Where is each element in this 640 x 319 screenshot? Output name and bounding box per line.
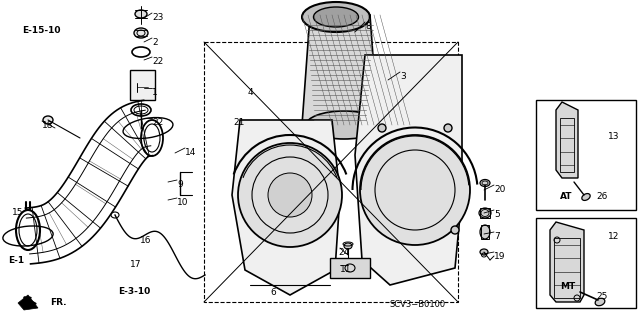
- Ellipse shape: [344, 243, 352, 249]
- Text: E-15-10: E-15-10: [22, 26, 61, 35]
- Text: 9: 9: [177, 180, 183, 189]
- Text: 20: 20: [494, 185, 506, 194]
- Text: 15: 15: [12, 208, 24, 217]
- Circle shape: [268, 173, 312, 217]
- Text: 10: 10: [177, 198, 189, 207]
- Bar: [536, 100, 636, 210]
- Text: 16: 16: [140, 236, 152, 245]
- Ellipse shape: [135, 10, 147, 18]
- Polygon shape: [556, 102, 578, 178]
- Text: 13: 13: [608, 132, 620, 141]
- Ellipse shape: [480, 249, 488, 255]
- Polygon shape: [18, 295, 38, 310]
- Ellipse shape: [595, 298, 605, 306]
- Bar: [560, 118, 574, 172]
- Text: FR.: FR.: [50, 298, 67, 307]
- Bar: [536, 218, 636, 308]
- Circle shape: [238, 143, 342, 247]
- Ellipse shape: [582, 194, 590, 200]
- Ellipse shape: [480, 225, 490, 239]
- Text: 2: 2: [152, 38, 157, 47]
- Text: 14: 14: [185, 148, 196, 157]
- Text: SCV3−B0100: SCV3−B0100: [390, 300, 446, 309]
- Text: E-1: E-1: [8, 256, 24, 265]
- Ellipse shape: [314, 7, 358, 27]
- Bar: [481, 225, 489, 239]
- Ellipse shape: [134, 28, 148, 38]
- Text: 22: 22: [152, 57, 163, 66]
- Polygon shape: [550, 222, 584, 302]
- Ellipse shape: [43, 116, 53, 124]
- Text: 23: 23: [152, 13, 163, 22]
- Bar: [130, 70, 155, 100]
- Text: 19: 19: [494, 252, 506, 261]
- Polygon shape: [330, 258, 370, 278]
- Bar: [204, 42, 458, 302]
- Ellipse shape: [306, 111, 382, 139]
- Text: 24: 24: [338, 248, 349, 257]
- Circle shape: [360, 135, 470, 245]
- Bar: [554, 238, 580, 298]
- Text: 26: 26: [596, 192, 607, 201]
- Text: 3: 3: [400, 72, 406, 81]
- Text: 21: 21: [233, 118, 244, 127]
- Text: 6: 6: [270, 288, 276, 297]
- Text: E-3-10: E-3-10: [118, 287, 150, 296]
- Text: 25: 25: [596, 292, 607, 301]
- Polygon shape: [355, 55, 462, 285]
- Ellipse shape: [480, 180, 490, 187]
- Text: 22: 22: [152, 118, 163, 127]
- Circle shape: [444, 124, 452, 132]
- Text: 11: 11: [340, 265, 351, 274]
- Text: 7: 7: [494, 232, 500, 241]
- Polygon shape: [302, 15, 378, 125]
- Text: 8: 8: [365, 22, 371, 31]
- Text: 18: 18: [42, 121, 54, 130]
- Ellipse shape: [302, 2, 370, 32]
- Text: 12: 12: [608, 232, 620, 241]
- Polygon shape: [232, 120, 340, 295]
- Text: MT: MT: [560, 282, 575, 291]
- Text: 4: 4: [248, 88, 253, 97]
- Circle shape: [378, 124, 386, 132]
- Circle shape: [451, 226, 459, 234]
- Bar: [480, 208, 490, 218]
- Text: AT: AT: [560, 192, 573, 201]
- Ellipse shape: [479, 208, 491, 218]
- Text: 17: 17: [130, 260, 141, 269]
- Text: 5: 5: [494, 210, 500, 219]
- Text: 1: 1: [152, 88, 157, 97]
